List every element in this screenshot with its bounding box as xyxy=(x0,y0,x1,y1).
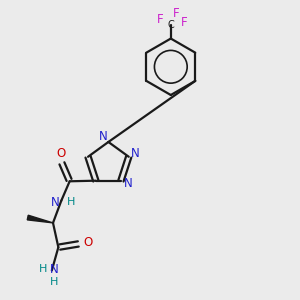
Text: N: N xyxy=(50,196,59,208)
Text: H: H xyxy=(39,264,48,274)
Text: N: N xyxy=(50,263,58,276)
Polygon shape xyxy=(27,215,53,223)
Text: N: N xyxy=(99,130,107,143)
Text: F: F xyxy=(173,8,179,20)
Text: H: H xyxy=(67,197,75,207)
Text: F: F xyxy=(157,13,164,26)
Text: C: C xyxy=(167,20,174,30)
Text: H: H xyxy=(50,277,58,287)
Text: N: N xyxy=(131,147,140,160)
Text: O: O xyxy=(83,236,93,249)
Text: F: F xyxy=(181,16,188,29)
Text: N: N xyxy=(124,177,133,190)
Text: O: O xyxy=(56,147,65,160)
